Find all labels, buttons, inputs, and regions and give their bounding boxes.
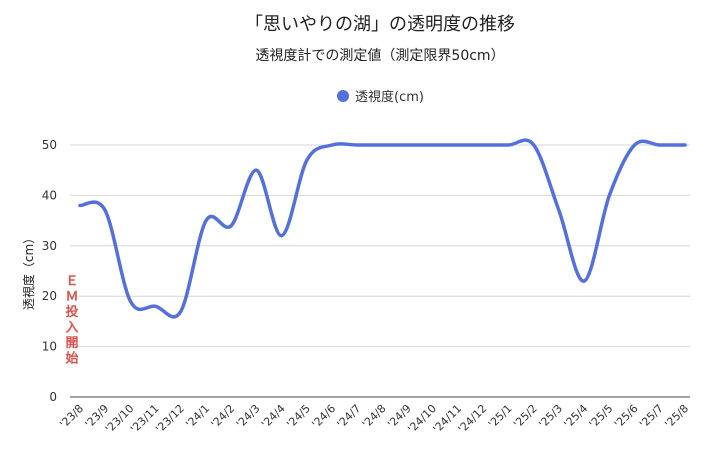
gridlines (70, 144, 690, 398)
x-tick-label: '25/6 (612, 402, 641, 431)
y-tick-label: 30 (42, 239, 57, 253)
x-tick-label: '24/7 (335, 402, 364, 431)
x-tick-label: '23/12 (153, 402, 187, 436)
chart-subtitle: 透視度計での測定値（測定限界50cm） (255, 48, 504, 64)
x-tick-label: '25/1 (486, 402, 515, 431)
x-tick-label: '25/8 (662, 402, 691, 431)
legend: 透視度(cm) (337, 89, 424, 105)
y-tick-label: 20 (42, 289, 57, 303)
legend-label: 透視度(cm) (355, 89, 424, 105)
annotation-char: Ｍ (65, 290, 78, 305)
x-tick-label: '24/2 (209, 402, 238, 431)
y-tick-label: 40 (42, 188, 57, 202)
y-tick-label: 50 (42, 138, 57, 152)
x-tick-label: '24/1 (183, 402, 212, 431)
y-axis-ticks: 0 10 20 30 40 50 (42, 138, 57, 404)
y-tick-label: 10 (42, 340, 57, 354)
x-tick-label: '24/5 (284, 402, 313, 431)
x-tick-label: '24/12 (456, 402, 490, 436)
series-line (78, 138, 687, 319)
x-tick-label: '25/5 (587, 402, 616, 431)
legend-marker (337, 90, 349, 102)
annotation-char: 始 (65, 351, 78, 367)
annotation-char: Ｅ (65, 274, 78, 289)
y-axis-label: 透視度（cm） (21, 232, 36, 310)
y-tick-label: 0 (49, 390, 57, 404)
x-axis-ticks: '23/8'23/9'23/10'23/11'23/12'24/1'24/2'2… (57, 402, 691, 436)
x-tick-label: '24/4 (259, 402, 288, 431)
x-tick-label: '24/6 (309, 402, 338, 431)
annotation-char: 開 (65, 336, 78, 351)
x-tick-label: '24/8 (360, 402, 389, 431)
x-tick-label: '24/3 (234, 402, 263, 431)
annotation-char: 投 (65, 304, 78, 320)
x-tick-label: '23/8 (57, 402, 86, 431)
x-tick-label: '25/7 (637, 402, 666, 431)
chart-title: 「思いやりの湖」の透明度の推移 (245, 14, 515, 35)
x-tick-label: '25/2 (511, 402, 540, 431)
annotation-char: 入 (65, 321, 78, 336)
x-tick-label: '25/3 (536, 402, 565, 431)
x-tick-label: '25/4 (561, 402, 590, 431)
